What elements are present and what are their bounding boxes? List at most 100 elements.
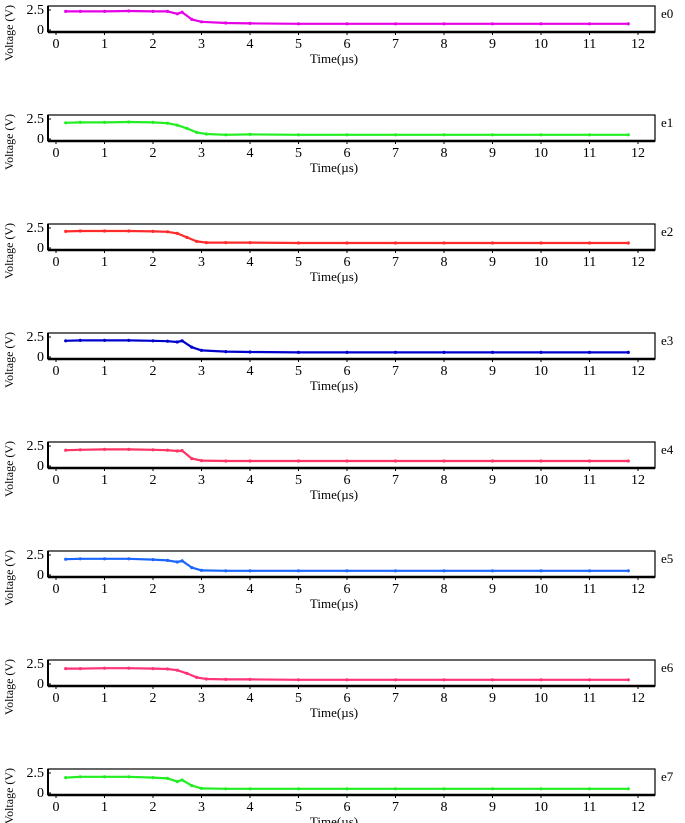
data-point: [78, 9, 82, 13]
data-point: [296, 787, 301, 791]
data-point: [175, 560, 179, 564]
x-tick-label: 2: [150, 146, 157, 161]
data-point: [345, 241, 349, 245]
x-tick-label: 5: [295, 473, 302, 488]
x-tick-label: 4: [247, 255, 254, 270]
data-point: [165, 558, 170, 563]
data-point: [224, 569, 228, 573]
data-point: [296, 133, 301, 137]
x-tick-label: 3: [198, 582, 205, 597]
x-tick-label: 9: [489, 37, 496, 52]
data-point: [180, 10, 184, 14]
data-point: [345, 569, 349, 573]
x-tick-label: 7: [392, 800, 399, 815]
y-axis-label: Voltage (V): [2, 332, 16, 388]
x-tick-label: 8: [441, 582, 448, 597]
x-tick-label: 8: [441, 255, 448, 270]
x-tick-label: 0: [53, 146, 60, 161]
data-point: [587, 569, 592, 573]
x-tick-label: 6: [344, 691, 351, 706]
data-point: [248, 677, 252, 682]
data-point: [102, 120, 107, 124]
data-point: [626, 787, 630, 791]
data-point: [490, 22, 495, 26]
series-line: [65, 448, 629, 463]
x-tick-label: 9: [489, 582, 496, 597]
data-point: [127, 666, 131, 670]
x-tick-label: 10: [534, 37, 548, 52]
y-axis-label: Voltage (V): [2, 5, 16, 61]
data-point: [393, 22, 398, 26]
x-tick-label: 0: [53, 255, 60, 270]
data-point: [490, 787, 495, 791]
data-point: [345, 350, 349, 354]
data-point: [165, 339, 170, 343]
channel-label: e6: [661, 660, 674, 675]
x-tick-label: 4: [247, 691, 254, 706]
data-point: [442, 350, 446, 354]
x-tick-label: 3: [198, 37, 205, 52]
plot-frame: [47, 223, 656, 251]
data-point: [490, 678, 495, 682]
data-point: [587, 22, 592, 26]
data-point: [539, 241, 543, 245]
data-point: [296, 678, 301, 682]
x-tick-label: 11: [583, 37, 596, 52]
x-tick-label: 11: [583, 255, 596, 270]
x-tick-label: 4: [247, 582, 254, 597]
x-tick-label: 4: [247, 146, 254, 161]
x-tick-label: 10: [534, 582, 548, 597]
data-point: [127, 9, 131, 13]
data-point: [64, 9, 68, 13]
series-line: [65, 557, 629, 572]
data-point: [490, 569, 495, 573]
plot-frame: [47, 5, 656, 33]
data-point: [165, 448, 170, 452]
data-point: [296, 569, 301, 573]
x-tick-label: 10: [534, 800, 548, 815]
data-point: [151, 120, 155, 124]
data-point: [442, 459, 446, 463]
x-tick-label: 6: [344, 473, 351, 488]
x-axis-label: Time(µs): [310, 51, 358, 66]
x-tick-label: 4: [247, 800, 254, 815]
y-tick-label: 2.5: [27, 657, 45, 672]
x-tick-label: 7: [392, 364, 399, 379]
data-point: [102, 775, 107, 779]
x-tick-label: 9: [489, 146, 496, 161]
data-point: [626, 133, 630, 137]
series-line: [65, 339, 629, 354]
x-tick-label: 3: [198, 800, 205, 815]
plot-frame: [47, 114, 656, 142]
plot-frame: [47, 550, 656, 578]
x-tick-label: 5: [295, 364, 302, 379]
x-tick-label: 2: [150, 800, 157, 815]
data-point: [165, 9, 170, 13]
data-point: [345, 678, 349, 682]
data-point: [175, 12, 179, 16]
channel-label: e7: [661, 769, 674, 784]
channel-label: e1: [661, 115, 673, 130]
data-point: [587, 459, 592, 463]
y-axis-label: Voltage (V): [2, 659, 16, 715]
y-axis-label: Voltage (V): [2, 550, 16, 606]
data-point: [224, 133, 228, 137]
data-point: [102, 666, 107, 670]
data-point: [127, 338, 131, 342]
data-point: [190, 784, 194, 788]
data-point: [64, 339, 68, 343]
x-tick-label: 11: [583, 146, 596, 161]
channel-label: e2: [661, 224, 673, 239]
y-tick-label: 0: [37, 568, 44, 583]
x-tick-label: 0: [53, 800, 60, 815]
x-tick-label: 12: [631, 800, 645, 815]
x-axis-label: Time(µs): [310, 160, 358, 175]
data-point: [78, 448, 82, 452]
x-tick-label: 5: [295, 146, 302, 161]
x-tick-label: 10: [534, 691, 548, 706]
x-tick-label: 12: [631, 473, 645, 488]
data-point: [296, 241, 301, 245]
